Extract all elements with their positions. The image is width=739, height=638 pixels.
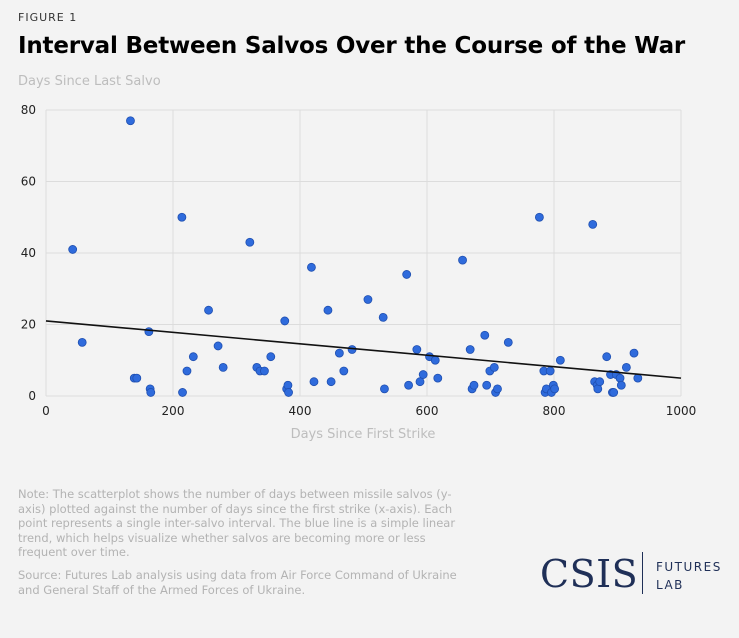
chart-title: Interval Between Salvos Over the Course …	[18, 33, 686, 59]
data-point	[307, 262, 316, 272]
data-point	[182, 366, 192, 376]
data-point	[132, 373, 142, 383]
y-tick-label: 80	[21, 103, 36, 117]
data-point	[260, 366, 269, 376]
data-point	[68, 245, 78, 254]
data-point	[465, 345, 475, 354]
data-point	[177, 212, 187, 222]
data-point	[433, 373, 443, 383]
x-tick-label: 800	[543, 404, 566, 418]
x-tick-label: 1000	[666, 404, 697, 418]
grid-lines	[45, 109, 682, 397]
data-point	[412, 345, 422, 354]
y-tick-label: 60	[21, 175, 36, 189]
x-tick-label: 200	[162, 404, 185, 418]
data-point	[126, 116, 135, 126]
trend-line-group	[45, 320, 682, 379]
data-point	[339, 366, 349, 376]
data-point	[616, 380, 626, 390]
logo-divider	[642, 552, 643, 594]
chart-note: Note: The scatterplot shows the number o…	[18, 487, 456, 559]
data-point	[588, 219, 598, 229]
data-point	[415, 377, 425, 387]
data-point	[334, 348, 344, 358]
data-point	[629, 348, 639, 358]
data-point	[418, 370, 428, 379]
data-point	[146, 388, 156, 397]
data-point	[280, 316, 290, 326]
data-point	[323, 305, 333, 315]
csis-futures-lab-logo: CSIS FUTURES LAB	[540, 548, 730, 598]
data-point	[266, 352, 276, 362]
figure-label: FIGURE 1	[18, 11, 78, 24]
x-axis-title: Days Since First Strike	[291, 427, 436, 442]
data-point	[593, 384, 603, 394]
data-point	[77, 337, 87, 347]
y-axis-title: Days Since Last Salvo	[18, 74, 161, 89]
data-point	[309, 377, 319, 387]
x-tick-label: 400	[289, 404, 312, 418]
data-point	[458, 255, 467, 265]
x-tick-label: 0	[42, 404, 50, 418]
chart-source: Source: Futures Lab analysis using data …	[18, 568, 457, 597]
y-tick-label: 0	[28, 389, 36, 403]
data-point	[595, 377, 605, 387]
data-point	[633, 373, 643, 383]
data-point	[534, 212, 544, 222]
logo-csis-text: CSIS	[540, 552, 639, 596]
logo-futures-text: FUTURES	[656, 560, 722, 574]
data-point	[245, 237, 255, 247]
data-point	[363, 295, 373, 304]
data-point	[503, 337, 513, 347]
data-point	[144, 327, 154, 337]
data-point	[555, 355, 565, 365]
data-point	[469, 380, 479, 390]
data-point	[430, 355, 440, 365]
data-point	[204, 305, 213, 315]
logo-lab-text: LAB	[656, 578, 684, 592]
data-point	[178, 388, 187, 397]
data-point	[402, 270, 412, 279]
data-point	[480, 330, 490, 340]
data-point	[284, 388, 293, 397]
data-point	[615, 373, 625, 383]
data-point	[326, 377, 336, 387]
data-point	[378, 312, 388, 322]
data-point	[550, 384, 560, 394]
data-point	[188, 352, 198, 362]
data-point	[602, 352, 612, 362]
y-tick-label: 40	[21, 246, 36, 260]
data-point	[213, 341, 223, 351]
data-point	[482, 380, 492, 390]
data-point	[609, 388, 619, 397]
scatter-chart: Days Since Last Salvo Days Since First S…	[18, 74, 697, 442]
x-tick-label: 600	[416, 404, 439, 418]
data-point	[404, 380, 413, 390]
data-point	[545, 366, 555, 376]
data-point	[489, 362, 499, 372]
data-points	[68, 116, 643, 397]
data-point	[218, 362, 228, 372]
data-point	[621, 362, 631, 372]
y-tick-label: 20	[21, 318, 36, 332]
data-point	[380, 384, 389, 394]
trend-line	[45, 320, 682, 379]
data-point	[493, 384, 502, 394]
